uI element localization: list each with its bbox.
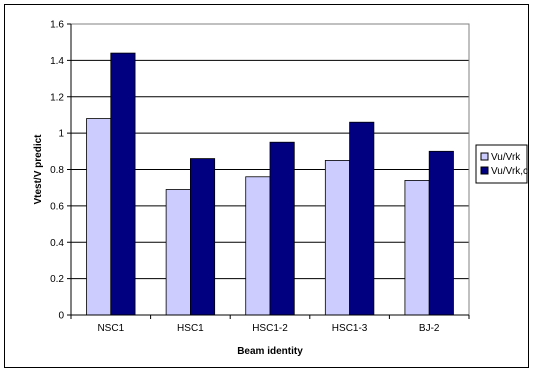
bar-vu-vrk-hsc1-2 (245, 176, 271, 316)
x-axis-title: Beam identity (237, 346, 303, 357)
axes (67, 23, 470, 319)
bar-vu-vrk-hsc1-3 (324, 160, 350, 316)
y-tick-label: 0.2 (50, 274, 64, 285)
bar-vu-vrk-c-hsc1-3 (349, 121, 375, 316)
x-tick-label: HSC1-3 (332, 323, 368, 334)
y-axis-title: Vtest/V predict (33, 134, 44, 205)
bars (86, 52, 454, 316)
bar-vu-vrk-c-bj-2 (428, 150, 454, 316)
y-tick-label: 0.4 (50, 238, 64, 249)
bar-vu-vrk-c-nsc1 (110, 52, 136, 316)
y-tick-label: 0 (58, 311, 64, 322)
x-tick-label: HSC1 (177, 323, 204, 334)
legend-swatch-vu-vrk-c (480, 166, 489, 175)
legend-label-vu-vrk: Vu/Vrk (491, 152, 521, 163)
y-tick-label: 1.6 (50, 20, 64, 31)
y-tick-label: 1.4 (50, 56, 64, 67)
legend-box (475, 144, 528, 184)
bar-vu-vrk-hsc1 (165, 189, 191, 316)
y-tick-label: 1.2 (50, 92, 64, 103)
bar-chart: 0 0.2 0.4 0.6 0.8 1 1.2 1.4 1.6 NSC1 HSC1 HSC1-2 HSC… (33, 20, 528, 358)
y-tick-label: 1 (58, 129, 64, 140)
x-tick-label: NSC1 (97, 323, 124, 334)
legend: Vu/Vrk Vu/Vrk,c (475, 144, 528, 184)
legend-swatch-vu-vrk (480, 152, 489, 161)
y-tick-label: 0.8 (50, 165, 64, 176)
legend-label-vu-vrk-c: Vu/Vrk,c (491, 166, 528, 177)
bar-vu-vrk-nsc1 (86, 118, 112, 316)
x-tick-label: BJ-2 (419, 323, 440, 334)
tick-labels: 0 0.2 0.4 0.6 0.8 1 1.2 1.4 1.6 NSC1 HSC1 HSC1-2 HSC… (50, 20, 440, 335)
x-tick-label: HSC1-2 (252, 323, 288, 334)
bar-vu-vrk-c-hsc1 (189, 158, 216, 316)
chart-frame: 0 0.2 0.4 0.6 0.8 1 1.2 1.4 1.6 NSC1 HSC1 HSC1-2 HSC… (4, 4, 529, 368)
y-tick-label: 0.6 (50, 201, 64, 212)
bar-vu-vrk-bj-2 (404, 180, 430, 316)
bar-vu-vrk-c-hsc1-2 (269, 141, 295, 316)
